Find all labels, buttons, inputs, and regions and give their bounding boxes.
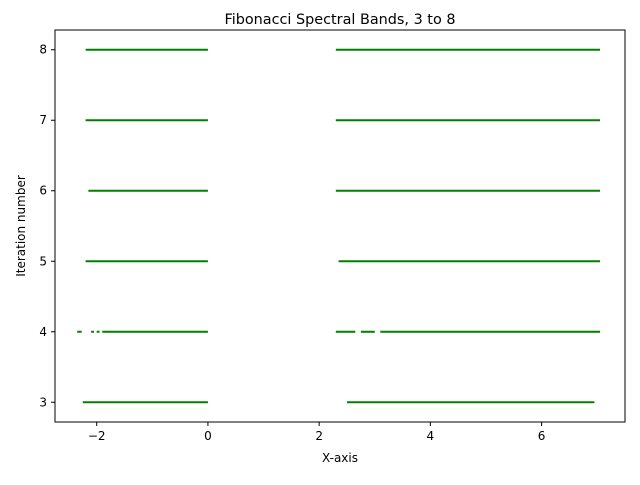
- x-tick-label: 2: [315, 429, 323, 443]
- y-tick-label: 8: [39, 43, 47, 57]
- y-tick-label: 5: [39, 254, 47, 268]
- x-axis-title: X-axis: [322, 451, 358, 465]
- y-axis-ticks: 3 4 5 6 7 8: [39, 43, 55, 409]
- y-axis-title: Iteration number: [14, 175, 28, 277]
- x-tick-label: 4: [427, 429, 435, 443]
- y-tick-label: 6: [39, 184, 47, 198]
- x-axis-ticks: −2 0 2 4 6: [88, 422, 546, 443]
- y-tick-label: 7: [39, 113, 47, 127]
- x-tick-label: 6: [538, 429, 546, 443]
- chart-title: Fibonacci Spectral Bands, 3 to 8: [225, 12, 456, 28]
- x-tick-label: −2: [88, 429, 106, 443]
- y-tick-label: 4: [39, 325, 47, 339]
- x-tick-label: 0: [204, 429, 212, 443]
- y-tick-label: 3: [39, 395, 47, 409]
- bands-layer: [77, 48, 600, 404]
- plot-frame: [54, 29, 626, 423]
